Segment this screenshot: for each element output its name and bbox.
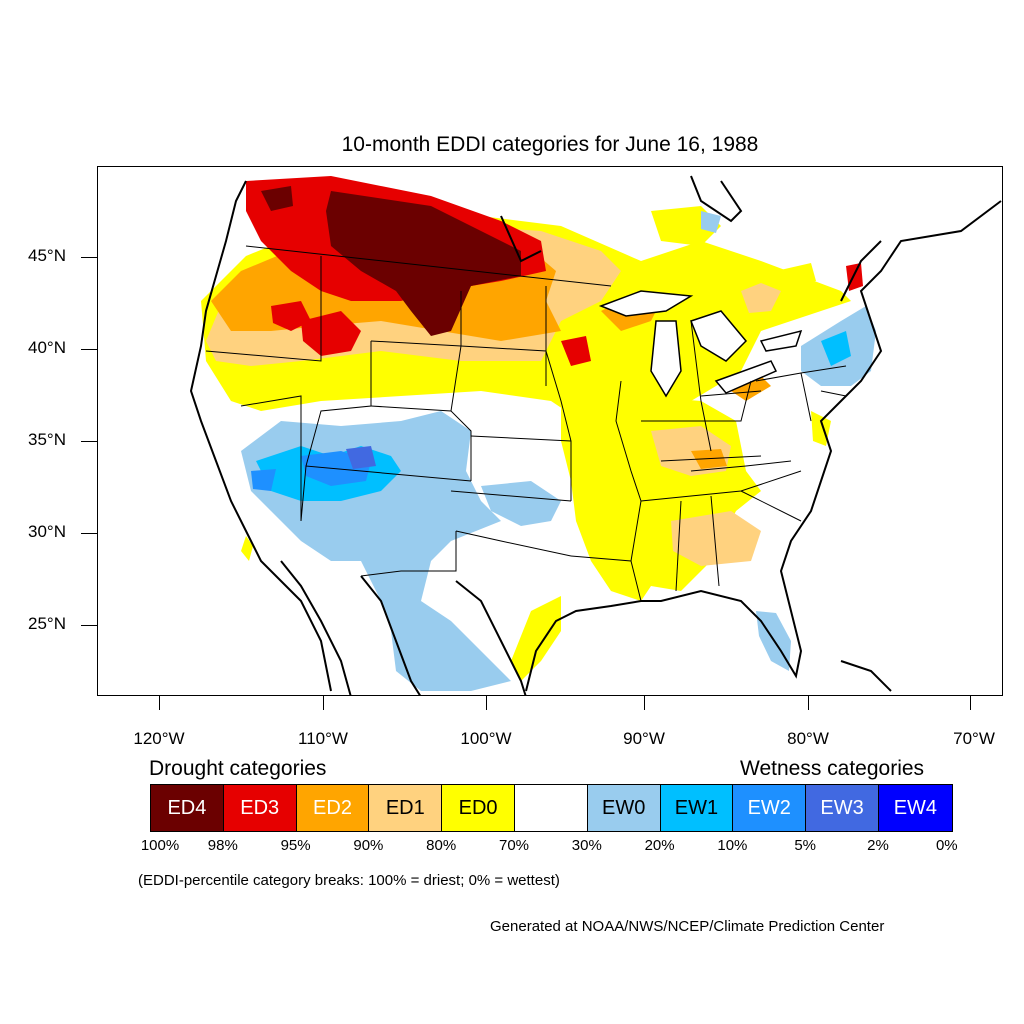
great-lakes <box>598 290 803 398</box>
map-frame <box>97 166 1003 696</box>
map-title: 10-month EDDI categories for June 16, 19… <box>341 133 759 156</box>
lon-tick <box>808 696 809 710</box>
legend-note: (EDDI-percentile category breaks: 100% =… <box>138 872 560 889</box>
lon-label: 70°W <box>953 729 995 748</box>
legend-category-ed3: ED3 <box>223 785 297 831</box>
lon-label: 80°W <box>787 729 829 748</box>
lat-label: 45°N <box>28 246 66 265</box>
percentile-break-label: 10% <box>717 837 748 854</box>
percentile-break-label: 90% <box>353 837 384 854</box>
ed4-regions <box>261 186 521 336</box>
legend-colorbar: ED4 ED3 ED2 ED1 ED0 EW0 EW1 EW2 EW3 EW4 <box>150 784 953 832</box>
legend-category-ed4: ED4 <box>151 785 224 831</box>
lat-label: 35°N <box>28 430 66 449</box>
lat-tick <box>81 349 97 350</box>
lon-tick <box>970 696 971 710</box>
legend-category-ew4: EW4 <box>878 785 952 831</box>
percentile-break-label: 80% <box>426 837 457 854</box>
percentile-break-label: 0% <box>935 837 958 854</box>
legend-category-ew2: EW2 <box>733 785 807 831</box>
legend-category-neutral <box>514 785 588 831</box>
legend-category-ew0: EW0 <box>587 785 661 831</box>
lon-label: 110°W <box>298 729 348 748</box>
lon-tick <box>323 696 324 710</box>
lon-label: 120°W <box>133 729 185 748</box>
lat-label: 40°N <box>28 338 66 357</box>
lat-tick <box>81 533 97 534</box>
lat-label: 30°N <box>28 522 66 541</box>
legend-category-ew1: EW1 <box>660 785 734 831</box>
lat-tick <box>81 257 97 258</box>
percentile-break-label: 100% <box>140 837 180 854</box>
percentile-break-label: 5% <box>794 837 817 854</box>
lon-label: 100°W <box>460 729 512 748</box>
percentile-break-label: 30% <box>571 837 602 854</box>
percentile-break-label: 98% <box>207 837 238 854</box>
lon-label: 90°W <box>623 729 665 748</box>
drought-heading: Drought categories <box>149 757 327 780</box>
percentile-break-label: 95% <box>280 837 311 854</box>
coastline <box>189 175 1002 695</box>
percentile-break-label: 2% <box>867 837 889 854</box>
legend-category-ed1: ED1 <box>369 785 443 831</box>
percentile-break-label: 20% <box>644 837 675 854</box>
lon-tick <box>486 696 487 710</box>
legend-category-ed0: ED0 <box>442 785 515 831</box>
lat-tick <box>81 625 97 626</box>
eddi-map <box>189 175 1002 695</box>
lon-tick <box>644 696 645 710</box>
lat-tick <box>81 441 97 442</box>
lat-label: 25°N <box>28 614 66 633</box>
credit-line: Generated at NOAA/NWS/NCEP/Climate Predi… <box>490 918 885 935</box>
ew3-regions <box>346 446 376 469</box>
percentile-break-label: 70% <box>498 837 530 854</box>
legend-category-ew3: EW3 <box>806 785 879 831</box>
lon-tick <box>159 696 160 710</box>
state-boundaries <box>205 245 847 602</box>
wetness-heading: Wetness categories <box>740 757 925 780</box>
legend-category-ed2: ED2 <box>296 785 370 831</box>
